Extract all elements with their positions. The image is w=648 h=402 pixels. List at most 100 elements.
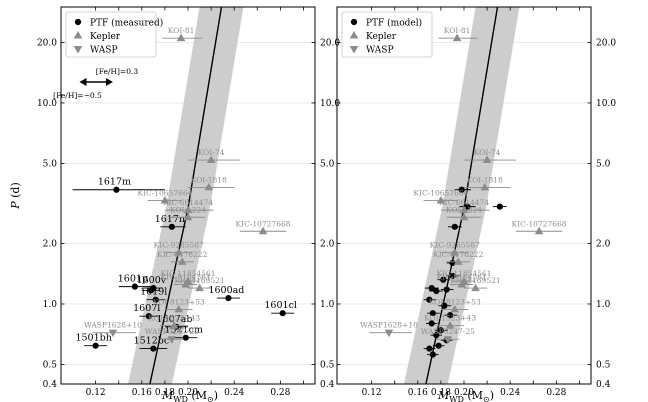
y-tick-label: 10.0 [37,99,57,109]
catalog-label: KIC-8176222 [157,250,207,259]
data-point-kepler [174,248,184,256]
data-point-ptf [147,287,155,294]
data-point-ptf [437,327,445,334]
catalog-label: KOI-74 [474,148,501,157]
data-point-ptf [428,284,435,292]
catalog-label: KIC-4169521 [174,276,224,285]
data-point-ptf [449,272,456,279]
legend-label: WASP [90,46,118,56]
data-point-ptf [496,203,503,210]
catalog-label: KIC-9164561 [161,273,211,282]
y-tick-label: 20.0 [596,38,616,48]
data-point-ptf [428,320,435,327]
legend-marker-wasp [73,46,83,54]
data-point-ptf [150,345,157,352]
y-tick-label: 2.0 [596,239,611,249]
ptf-label: 1501bh [75,333,111,344]
data-point-ptf [458,186,465,193]
catalog-label: KOI-1523+43 [148,314,200,323]
data-point-kepler [450,248,460,256]
y-tick-label: 5.0 [320,159,335,169]
legend-marker-wasp [349,46,359,54]
series-ptf [423,186,507,358]
data-point-kepler [459,205,469,214]
legend-box [65,11,157,58]
y-axis: 0.4 0.5 1.0 2.0 5.0 10.0 20.0 [337,38,616,390]
y-tick-label: 0.4 [596,380,611,390]
x-tick-label: 0.20 [178,388,198,398]
catalog-label: KOI-1224 [170,205,206,214]
ptf-label: 1601cl [264,300,297,311]
y-tick-label: 0.5 [596,361,611,371]
catalog-label: KOI-1224 [446,205,482,214]
y-tick-label: 1.0 [320,300,335,310]
catalog-label: KIC-8176222 [433,250,483,259]
arrow-head-right [105,78,113,86]
data-point-kepler [183,205,193,214]
data-point-wasp [384,329,394,338]
right-panel: KOI-81 KOI-74 KOI-1818 KIC-10657664KIC-6614… [336,6,616,402]
y-tick-label: 5.0 [43,159,58,169]
x-tick-label: 0.12 [362,388,382,398]
data-point-wasp [443,336,453,344]
catalog-label: KIC-10657664 [413,189,468,198]
legend: PTF (model) Kepler WASP [341,11,433,58]
data-point-ptf [443,286,450,293]
data-point-kepler [169,321,179,329]
data-point-kepler [450,304,460,313]
catalog-label: KIC-9164561 [437,273,487,282]
arrow-label-top: [Fe/H]=0.3 [96,67,139,76]
x-tick-label: 0.18 [155,388,175,398]
catalog-label: KOI-81 [444,26,471,35]
catalog-label: KIC-11854561 [436,269,491,278]
y-tick-label: 20.0 [320,38,340,48]
x-tick-label: 0.16 [408,388,428,398]
data-point-ptf [426,345,433,352]
legend-marker-kepler [349,31,359,39]
x-tick-label: 0.16 [132,388,152,398]
legend-box [341,11,433,58]
legend: PTF (measured) Kepler WASP [65,11,163,58]
data-point-ptf [225,294,232,302]
data-point-kepler [206,155,216,164]
data-point-ptf [426,296,433,303]
y-tick-label: 20.0 [37,38,57,48]
data-point-kepler [258,226,268,235]
ptf-label: 1512bc [134,336,170,347]
data-point-kepler [195,283,204,292]
data-point-ptf [152,296,159,303]
y-tick-label: 0.5 [43,361,58,371]
ptf-label: 1619l [140,287,167,298]
catalog-label: KIC-6614474 [439,198,489,207]
data-point-ptf [440,276,447,283]
catalog-label: KIC-4169521 [450,276,500,285]
catalog-label: KIC-9285587 [154,241,204,250]
data-point-ptf [429,310,436,317]
x-tick-label: 0.28 [546,388,566,398]
catalog-label: KIC-9285587 [430,241,480,250]
x-axis-label: MWD (M⊙) [161,389,218,402]
data-point-kepler [436,196,446,204]
catalog-label: KOI-1523+43 [424,314,476,323]
data-point-ptf [429,351,436,358]
data-point-kepler [183,212,193,221]
y-tick-label: 10.0 [596,99,616,109]
x-tick-label: 0.24 [224,388,244,398]
catalog-label: KIC-10657664 [137,189,192,198]
relation-band [127,7,244,384]
data-point-ptf [464,203,471,210]
data-point-ptf [451,223,458,230]
ptf-label: 1521cm [164,325,203,336]
ptf-label: 1617n [155,214,185,225]
arrow-label-bottom: [Fe/H]=−0.5 [53,91,102,100]
legend-marker-ptf [350,18,358,26]
y-tick-label: 5.0 [596,159,611,169]
data-point-kepler [457,280,466,288]
data-point-kepler [181,280,190,288]
y-tick-label: 1.0 [43,300,58,310]
ptf-label: 1607ab [156,314,192,325]
x-tick-label: 0.12 [86,388,106,398]
